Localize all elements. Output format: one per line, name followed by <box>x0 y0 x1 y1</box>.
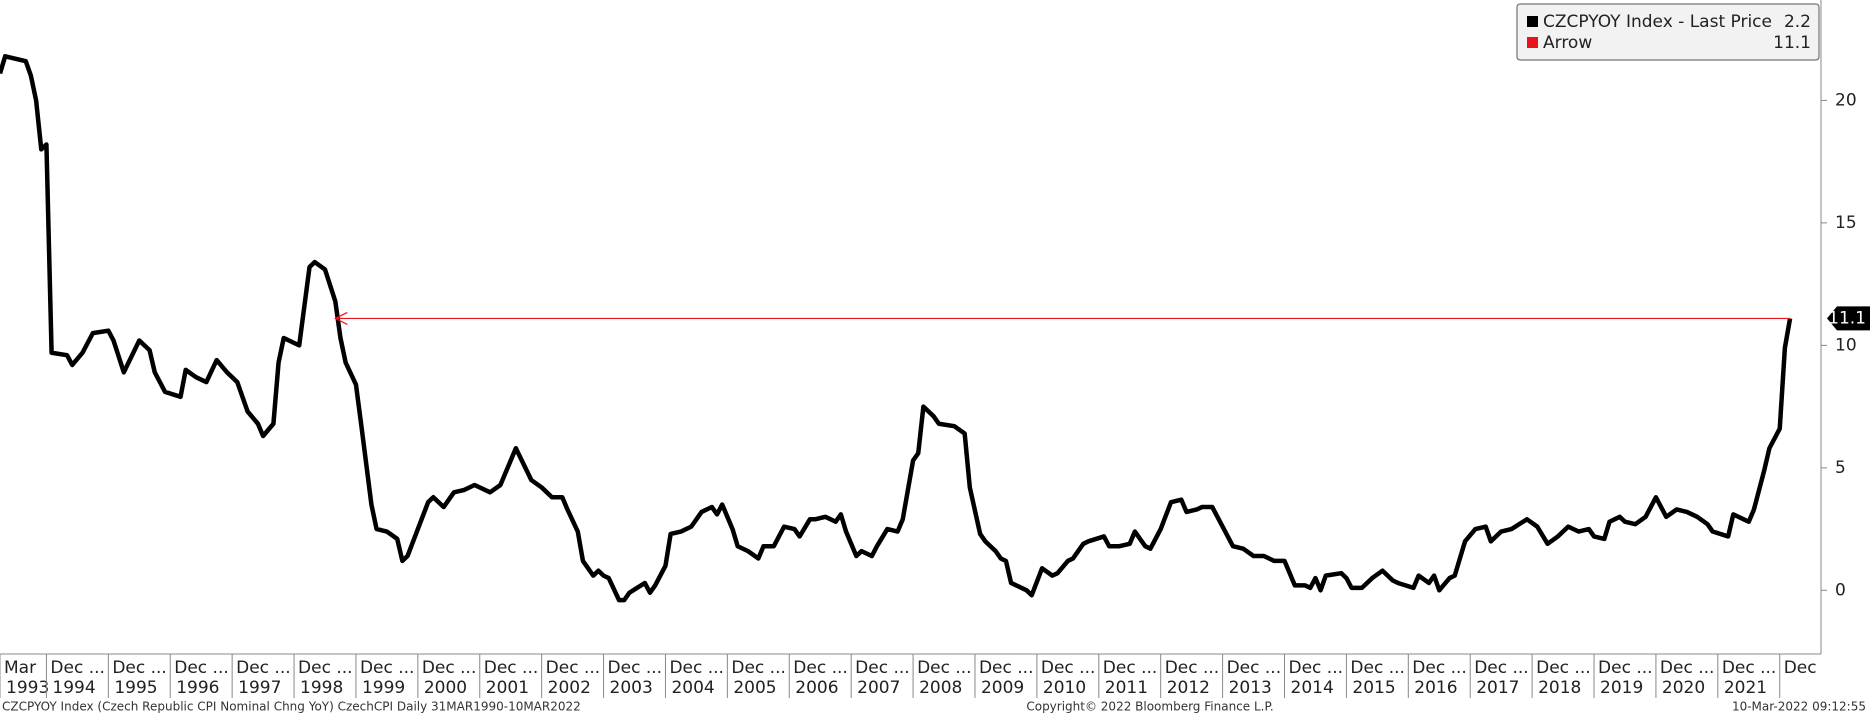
x-tick-label: Dec ... <box>1536 658 1591 678</box>
x-year-label: 2009 <box>981 678 1024 698</box>
x-year-label: 2005 <box>733 678 776 698</box>
x-tick-label: Dec <box>1784 658 1817 678</box>
value-tag <box>1827 306 1870 331</box>
x-tick-label: Dec ... <box>917 658 972 678</box>
x-tick-label: Dec ... <box>174 658 229 678</box>
x-tick-label: Dec ... <box>793 658 848 678</box>
x-tick-label: Dec ... <box>546 658 601 678</box>
x-tick-label: Dec ... <box>1103 658 1158 678</box>
x-tick-label: Dec ... <box>669 658 724 678</box>
series-line <box>0 54 1793 603</box>
x-year-label: 2003 <box>610 678 653 698</box>
footer-right: 10-Mar-2022 09:12:55 <box>1732 700 1866 714</box>
footer-left: CZCPYOY Index (Czech Republic CPI Nomina… <box>2 700 581 714</box>
x-tick-label: Dec ... <box>298 658 353 678</box>
footer-center: Copyright© 2022 Bloomberg Finance L.P. <box>1026 700 1273 714</box>
legend-value: 2.2 <box>1784 12 1811 32</box>
x-tick-label: Dec ... <box>112 658 167 678</box>
x-tick-label: Dec ... <box>979 658 1034 678</box>
x-tick-label: Dec ... <box>1227 658 1282 678</box>
y-tick-label: 15 <box>1835 213 1857 233</box>
y-tick-label: 10 <box>1835 335 1857 355</box>
x-year-label: 1996 <box>176 678 219 698</box>
x-tick-label: Dec ... <box>236 658 291 678</box>
legend-box <box>1516 3 1820 61</box>
x-tick-label: Dec ... <box>1165 658 1220 678</box>
x-tick-label: Dec ... <box>731 658 786 678</box>
legend-label: Arrow <box>1543 33 1592 53</box>
x-year-label: 2007 <box>857 678 900 698</box>
x-tick-label: Dec ... <box>1289 658 1344 678</box>
value-tag-label: 11.1 <box>1828 308 1866 328</box>
x-year-label: 2011 <box>1105 678 1148 698</box>
legend-label: CZCPYOY Index - Last Price <box>1543 12 1772 32</box>
x-year-label: 1997 <box>238 678 281 698</box>
x-tick-label: Dec ... <box>855 658 910 678</box>
x-year-label: 2017 <box>1476 678 1519 698</box>
x-tick-label: Dec ... <box>1350 658 1405 678</box>
x-year-label: 2006 <box>795 678 838 698</box>
x-year-label: 2021 <box>1724 678 1767 698</box>
x-tick-label: Dec ... <box>422 658 477 678</box>
legend-swatch <box>1527 37 1538 48</box>
x-year-label: 2012 <box>1167 678 1210 698</box>
x-tick-label: Dec ... <box>608 658 663 678</box>
x-year-label: 2018 <box>1538 678 1581 698</box>
x-year-label: 1999 <box>362 678 405 698</box>
x-year-label: 2019 <box>1600 678 1643 698</box>
arrow-head <box>333 311 348 325</box>
x-year-label: 2004 <box>671 678 714 698</box>
x-year-label: 1995 <box>114 678 157 698</box>
legend-value: 11.1 <box>1773 33 1811 53</box>
x-year-label: 2002 <box>548 678 591 698</box>
x-year-label: 2010 <box>1043 678 1086 698</box>
x-tick-label: Dec ... <box>1041 658 1096 678</box>
x-year-label: 2020 <box>1662 678 1705 698</box>
y-tick-label: 0 <box>1835 580 1846 600</box>
x-year-label: 2015 <box>1352 678 1395 698</box>
x-year-label: 1994 <box>52 678 95 698</box>
legend-swatch <box>1527 16 1538 27</box>
x-year-label: 2013 <box>1229 678 1272 698</box>
x-tick-label: Dec ... <box>484 658 539 678</box>
x-year-label: 2016 <box>1414 678 1457 698</box>
y-tick-label: 5 <box>1835 458 1846 478</box>
x-tick-label: Dec ... <box>50 658 105 678</box>
x-year-label: 2008 <box>919 678 962 698</box>
x-year-label: 2014 <box>1291 678 1334 698</box>
x-year-label: 2001 <box>486 678 529 698</box>
x-year-label: 1998 <box>300 678 343 698</box>
x-tick-label: Mar <box>4 658 36 678</box>
x-tick-label: Dec ... <box>1722 658 1777 678</box>
x-tick-label: Dec ... <box>1598 658 1653 678</box>
x-tick-label: Dec ... <box>360 658 415 678</box>
x-tick-label: Dec ... <box>1474 658 1529 678</box>
x-tick-label: Dec ... <box>1660 658 1715 678</box>
x-tick-label: Dec ... <box>1412 658 1467 678</box>
x-year-label: 1993 <box>6 678 49 698</box>
y-tick-label: 20 <box>1835 90 1857 110</box>
x-year-label: 2000 <box>424 678 467 698</box>
